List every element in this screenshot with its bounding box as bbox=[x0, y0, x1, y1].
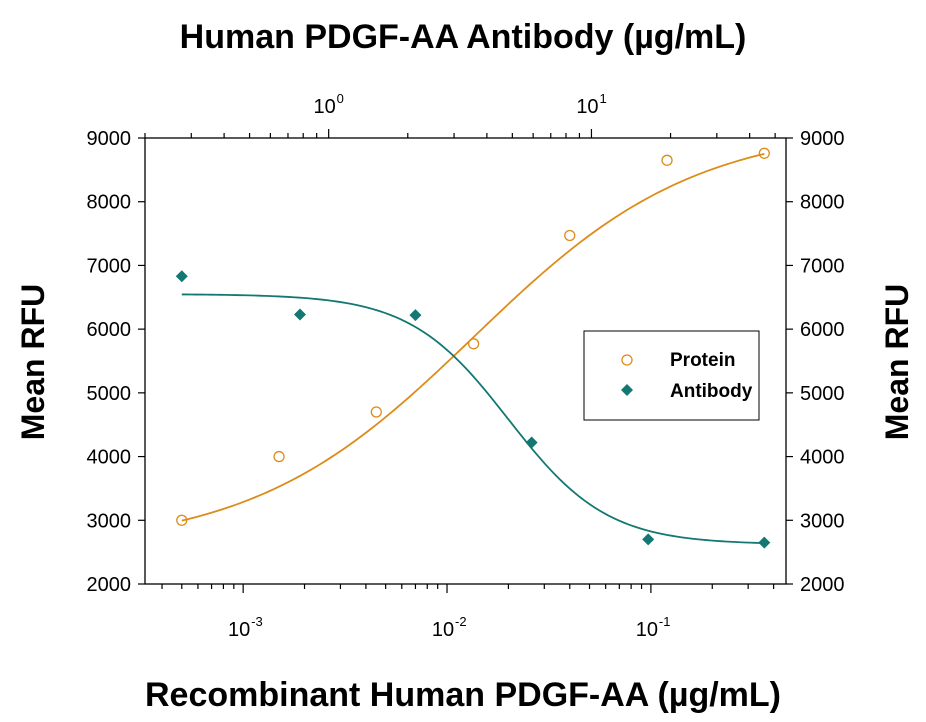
x-bottom-tick-label-base: 10 bbox=[228, 619, 250, 641]
y-axis-label-right: Mean RFU bbox=[879, 284, 915, 440]
y-tick-label-left: 6000 bbox=[87, 319, 132, 341]
legend-label-antibody: Antibody bbox=[670, 381, 753, 402]
y-tick-label-right: 5000 bbox=[800, 383, 845, 405]
data-point-protein bbox=[564, 229, 576, 242]
y-tick-label-left: 4000 bbox=[87, 447, 132, 469]
data-point-antibody bbox=[758, 536, 771, 549]
data-marks bbox=[175, 147, 771, 549]
y-tick-label-right: 4000 bbox=[800, 447, 845, 469]
fit-curve-protein bbox=[181, 152, 765, 522]
y-tick-label-right: 7000 bbox=[800, 255, 845, 277]
y-tick-label-right: 3000 bbox=[800, 510, 845, 532]
x-bottom-tick-label-base: 10 bbox=[636, 619, 658, 641]
data-point-antibody bbox=[642, 533, 655, 546]
y-tick-label-right: 6000 bbox=[800, 319, 845, 341]
legend-marker-protein bbox=[621, 354, 633, 366]
x-bottom-tick-label: 10 -2 bbox=[432, 614, 467, 641]
axes-layer: 2000 2000 3000 3000 4000 4000 5000 5000 6000 6000… bbox=[87, 91, 845, 641]
x-bottom-tick-label: 10 -3 bbox=[228, 614, 263, 641]
x-top-tick-label-exponent: 0 bbox=[337, 91, 344, 106]
y-tick-label-left: 5000 bbox=[87, 383, 132, 405]
data-point-antibody bbox=[293, 308, 306, 321]
y-tick-label-right: 8000 bbox=[800, 192, 845, 214]
y-tick-label-right: 2000 bbox=[800, 574, 845, 596]
x-top-tick-label: 10 1 bbox=[576, 91, 606, 118]
legend-label-protein: Protein bbox=[670, 350, 735, 371]
x-top-tick-label-base: 10 bbox=[576, 96, 598, 118]
plot-area bbox=[144, 137, 787, 585]
fit-curve-antibody bbox=[181, 293, 765, 545]
legend-box bbox=[583, 330, 760, 421]
x-axis-label: Recombinant Human PDGF-AA (µg/mL) bbox=[145, 676, 781, 714]
data-point-antibody bbox=[525, 436, 538, 449]
y-axis-label-left: Mean RFU bbox=[15, 284, 51, 440]
y-tick-label-left: 8000 bbox=[87, 192, 132, 214]
y-tick-label-left: 3000 bbox=[87, 510, 132, 532]
legend-marker-antibody bbox=[621, 384, 633, 396]
y-tick-label-left: 7000 bbox=[87, 255, 132, 277]
data-point-protein bbox=[758, 147, 770, 159]
x-top-tick-label-base: 10 bbox=[314, 96, 336, 118]
y-tick-label-left: 2000 bbox=[87, 574, 132, 596]
x-bottom-tick-label-exponent: -2 bbox=[455, 614, 467, 629]
fit-curves bbox=[181, 152, 765, 545]
legend: Protein Antibody bbox=[583, 330, 760, 421]
data-point-antibody bbox=[409, 309, 422, 322]
x-top-tick-label: 10 0 bbox=[314, 91, 344, 118]
y-tick-label-left: 9000 bbox=[87, 128, 132, 150]
data-point-protein bbox=[176, 514, 188, 526]
x-bottom-tick-label-exponent: -1 bbox=[659, 614, 671, 629]
x-bottom-tick-label-exponent: -3 bbox=[251, 614, 263, 629]
chart-title-top: Human PDGF-AA Antibody (µg/mL) bbox=[180, 18, 747, 56]
data-point-protein bbox=[370, 406, 382, 418]
x-top-tick-label-exponent: 1 bbox=[599, 91, 606, 106]
data-point-protein bbox=[661, 154, 673, 166]
data-point-protein bbox=[273, 450, 285, 463]
data-point-protein bbox=[467, 338, 480, 350]
data-point-antibody bbox=[175, 270, 188, 283]
x-bottom-tick-label-base: 10 bbox=[432, 619, 454, 641]
y-tick-label-right: 9000 bbox=[800, 128, 845, 150]
x-bottom-tick-label: 10 -1 bbox=[636, 614, 671, 641]
